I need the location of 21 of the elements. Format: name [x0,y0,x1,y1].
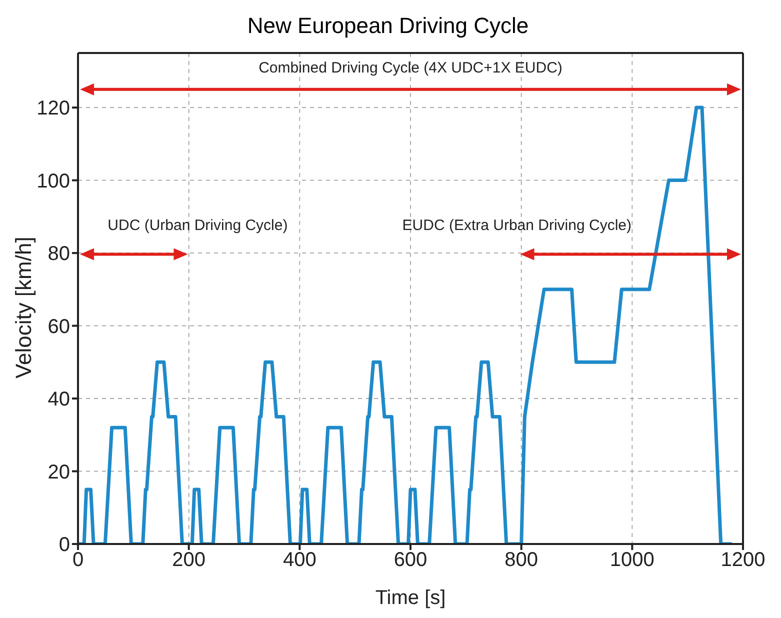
y-tick-label: 40 [48,388,70,411]
y-tick-label: 20 [48,461,70,484]
x-tick-label: 400 [282,549,316,572]
x-tick-label: 0 [72,549,84,572]
annotation: EUDC (Extra Urban Driving Cycle) [402,216,632,234]
line-series [78,106,734,544]
x-tick-label: 200 [172,549,206,572]
x-tick-label: 600 [394,549,428,572]
x-tick-label: 800 [504,549,538,572]
y-tick-label: 60 [48,316,70,338]
x-tick-label: 1000 [610,549,654,572]
y-axis-title: Velocity [km/h] [10,236,36,378]
x-tick-label: 1200 [720,549,766,572]
chart-title: New European Driving Cycle [246,12,530,40]
y-tick-label: 100 [36,170,70,192]
y-tick-label: 80 [48,243,70,266]
y-tick-label: 0 [58,534,70,556]
annotation: UDC (Urban Driving Cycle) [108,216,288,234]
annotation: Combined Driving Cycle (4X UDC+1X EUDC) [258,60,562,77]
x-axis-title: Time [s] [375,587,446,609]
y-tick-label: 120 [36,98,70,120]
